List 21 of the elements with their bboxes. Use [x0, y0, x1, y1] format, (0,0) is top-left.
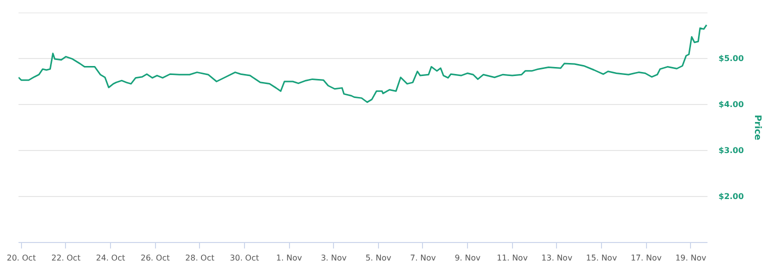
y-axis-title: Price: [752, 114, 762, 140]
x-tick-label: 24. Oct: [96, 254, 126, 262]
x-tick-label: 13. Nov: [541, 254, 573, 262]
x-tick-label: 20. Oct: [6, 254, 36, 262]
y-tick-label: $5.00: [718, 54, 744, 63]
y-tick-label: $2.00: [718, 192, 744, 201]
x-tick-label: 30. Oct: [230, 254, 260, 262]
y-tick-label: $3.00: [718, 146, 744, 155]
x-tick-label: 17. Nov: [630, 254, 662, 262]
x-tick-label: 19. Nov: [675, 254, 706, 262]
x-tick-label: 28. Oct: [185, 254, 214, 262]
x-tick-label: 11. Nov: [496, 254, 528, 262]
x-tick-label: 26. Oct: [140, 254, 170, 262]
x-tick-label: 7. Nov: [410, 254, 436, 262]
x-tick-label: 22. Oct: [51, 254, 80, 262]
x-tick-label: 9. Nov: [454, 254, 481, 262]
x-tick-label: 5. Nov: [365, 254, 392, 262]
x-tick-label: 3. Nov: [320, 254, 347, 262]
x-tick-label: 15. Nov: [586, 254, 618, 262]
y-tick-label: $4.00: [718, 100, 744, 109]
x-tick-label: 1. Nov: [276, 254, 302, 262]
